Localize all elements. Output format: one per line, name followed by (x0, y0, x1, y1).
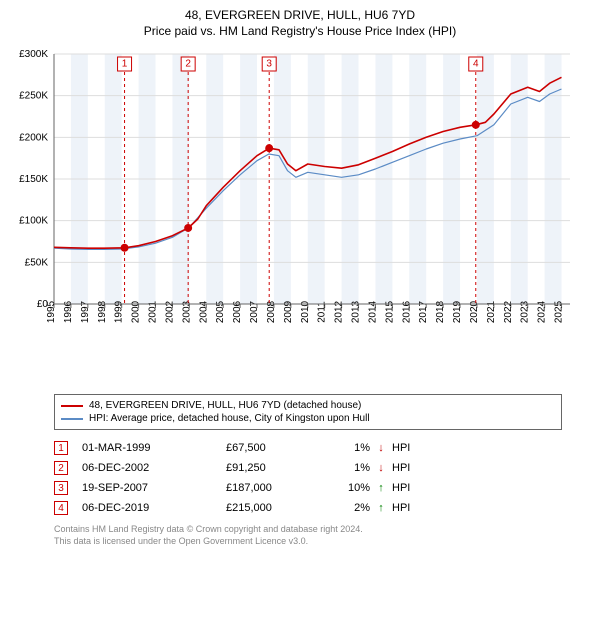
chart-container: 48, EVERGREEN DRIVE, HULL, HU6 7YD Price… (0, 0, 600, 557)
y-tick-label: £300K (19, 49, 48, 60)
transaction-price: £67,500 (226, 442, 326, 454)
transaction-marker-num: 1 (122, 59, 128, 70)
transaction-row: 4 06-DEC-2019 £215,000 2% ↑ HPI (54, 498, 562, 518)
y-tick-label: £250K (19, 91, 48, 102)
y-tick-label: £50K (25, 257, 49, 268)
transaction-price: £215,000 (226, 502, 326, 514)
transaction-hpi-label: HPI (392, 502, 422, 514)
legend-row: 48, EVERGREEN DRIVE, HULL, HU6 7YD (deta… (61, 399, 555, 412)
chart-title: 48, EVERGREEN DRIVE, HULL, HU6 7YD (10, 8, 590, 22)
chart-svg: £0£50K£100K£150K£200K£250K£300K199519961… (10, 44, 590, 384)
transaction-dot (472, 121, 480, 129)
transaction-hpi-label: HPI (392, 482, 422, 494)
legend-row: HPI: Average price, detached house, City… (61, 412, 555, 425)
transaction-date: 06-DEC-2002 (82, 462, 222, 474)
transaction-pct: 2% (330, 502, 370, 514)
transaction-price: £187,000 (226, 482, 326, 494)
y-tick-label: £200K (19, 132, 48, 143)
transaction-hpi-label: HPI (392, 442, 422, 454)
transaction-pct: 1% (330, 462, 370, 474)
transaction-table: 1 01-MAR-1999 £67,500 1% ↓ HPI 2 06-DEC-2002 £91… (54, 438, 562, 518)
transaction-arrow-icon: ↓ (374, 442, 388, 454)
transaction-row: 3 19-SEP-2007 £187,000 10% ↑ HPI (54, 478, 562, 498)
transaction-dot (265, 144, 273, 152)
transaction-marker-num: 2 (185, 59, 191, 70)
footer-text: Contains HM Land Registry data © Crown c… (54, 524, 562, 547)
transaction-arrow-icon: ↓ (374, 462, 388, 474)
footer-line-1: Contains HM Land Registry data © Crown c… (54, 524, 562, 536)
transaction-num-box: 1 (54, 441, 68, 455)
transaction-marker-num: 4 (473, 59, 479, 70)
transaction-row: 2 06-DEC-2002 £91,250 1% ↓ HPI (54, 458, 562, 478)
transaction-num-box: 2 (54, 461, 68, 475)
legend-label: 48, EVERGREEN DRIVE, HULL, HU6 7YD (deta… (89, 400, 361, 411)
transaction-hpi-label: HPI (392, 462, 422, 474)
legend-swatch (61, 418, 83, 420)
transaction-date: 01-MAR-1999 (82, 442, 222, 454)
legend-label: HPI: Average price, detached house, City… (89, 413, 370, 424)
transaction-date: 06-DEC-2019 (82, 502, 222, 514)
y-tick-label: £150K (19, 174, 48, 185)
y-tick-label: £100K (19, 216, 48, 227)
transaction-row: 1 01-MAR-1999 £67,500 1% ↓ HPI (54, 438, 562, 458)
chart-area: £0£50K£100K£150K£200K£250K£300K199519961… (10, 44, 590, 384)
transaction-dot (184, 224, 192, 232)
transaction-num-box: 4 (54, 501, 68, 515)
transaction-marker-num: 3 (266, 59, 272, 70)
transaction-price: £91,250 (226, 462, 326, 474)
footer-line-2: This data is licensed under the Open Gov… (54, 536, 562, 548)
chart-subtitle: Price paid vs. HM Land Registry's House … (10, 24, 590, 38)
transaction-arrow-icon: ↑ (374, 482, 388, 494)
legend-swatch (61, 405, 83, 407)
transaction-arrow-icon: ↑ (374, 502, 388, 514)
transaction-num-box: 3 (54, 481, 68, 495)
transaction-pct: 1% (330, 442, 370, 454)
transaction-pct: 10% (330, 482, 370, 494)
transaction-dot (121, 244, 129, 252)
legend-box: 48, EVERGREEN DRIVE, HULL, HU6 7YD (deta… (54, 394, 562, 430)
transaction-date: 19-SEP-2007 (82, 482, 222, 494)
